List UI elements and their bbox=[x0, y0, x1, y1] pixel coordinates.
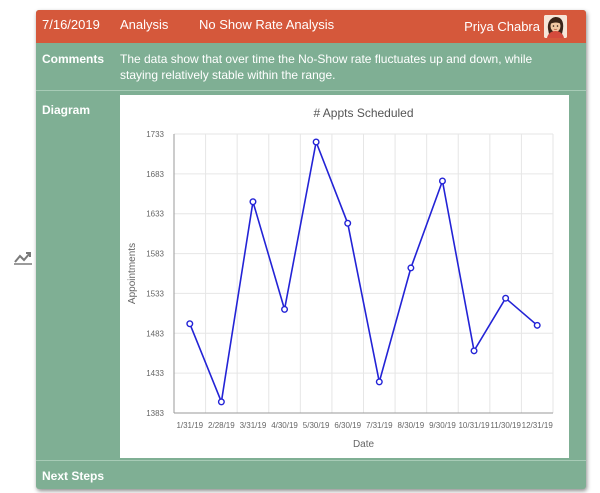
header-title: No Show Rate Analysis bbox=[199, 17, 335, 32]
data-point bbox=[470, 347, 478, 355]
diagram-label: Diagram bbox=[42, 103, 91, 117]
chart-title: # Appts Scheduled bbox=[313, 106, 413, 120]
y-axis-label: Appointments bbox=[127, 243, 138, 304]
x-tick-label: 10/31/19 bbox=[458, 421, 490, 430]
chart-container: # Appts Scheduled 1383 1433 1483 1533 1583 163… bbox=[120, 95, 569, 458]
x-tick-label: 1/31/19 bbox=[176, 421, 203, 430]
series-line bbox=[189, 139, 538, 405]
y-tick-label: 1483 bbox=[146, 329, 164, 338]
x-tick-label: 3/31/19 bbox=[240, 421, 267, 430]
data-point bbox=[407, 264, 415, 272]
x-tick-label: 5/30/19 bbox=[303, 421, 330, 430]
x-tick-label: 7/31/19 bbox=[366, 421, 393, 430]
line-chart: # Appts Scheduled 1383 1433 1483 1533 1583 163… bbox=[127, 106, 554, 450]
y-tick-label: 1383 bbox=[146, 409, 164, 418]
data-point bbox=[186, 320, 194, 328]
data-point bbox=[249, 198, 257, 206]
comments-label: Comments bbox=[42, 52, 105, 66]
trending-chart-icon[interactable] bbox=[13, 249, 33, 265]
x-tick-label: 12/31/19 bbox=[522, 421, 554, 430]
data-point bbox=[438, 177, 446, 185]
y-tick-label: 1433 bbox=[146, 369, 164, 378]
next-steps-label: Next Steps bbox=[42, 469, 105, 483]
comments-row: Comments The data show that over time th… bbox=[36, 43, 586, 91]
data-point bbox=[375, 378, 383, 386]
diagram-row: Diagram # Appts Scheduled 1383 1433 1483 153… bbox=[36, 91, 586, 461]
x-tick-label: 9/30/19 bbox=[429, 421, 456, 430]
data-point bbox=[281, 305, 289, 313]
data-point bbox=[217, 398, 225, 406]
y-tick-label: 1583 bbox=[146, 250, 164, 259]
user-avatar-icon[interactable] bbox=[544, 15, 567, 38]
data-point bbox=[533, 321, 541, 329]
data-point bbox=[312, 138, 320, 146]
next-steps-row: Next Steps bbox=[36, 461, 586, 489]
data-point bbox=[344, 219, 352, 227]
y-tick-label: 1683 bbox=[146, 170, 164, 179]
y-tick-label: 1633 bbox=[146, 210, 164, 219]
comments-text: The data show that over time the No-Show… bbox=[120, 52, 533, 82]
x-tick-label: 6/30/19 bbox=[334, 421, 361, 430]
header-date: 7/16/2019 bbox=[42, 17, 100, 32]
card-header: 7/16/2019 Analysis No Show Rate Analysis… bbox=[36, 10, 586, 43]
x-tick-label: 2/28/19 bbox=[208, 421, 235, 430]
header-user-name[interactable]: Priya Chabra bbox=[464, 19, 540, 34]
header-category: Analysis bbox=[120, 17, 169, 32]
x-tick-label: 8/30/19 bbox=[398, 421, 425, 430]
data-point bbox=[502, 294, 510, 302]
y-tick-label: 1533 bbox=[146, 289, 164, 298]
x-axis-label: Date bbox=[353, 439, 375, 450]
x-tick-label: 4/30/19 bbox=[271, 421, 298, 430]
x-tick-label: 11/30/19 bbox=[490, 421, 521, 430]
y-tick-label: 1733 bbox=[146, 130, 164, 139]
analysis-card: 7/16/2019 Analysis No Show Rate Analysis… bbox=[36, 10, 586, 489]
